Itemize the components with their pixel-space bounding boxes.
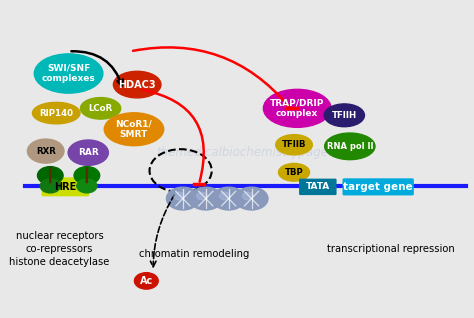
Text: TRAP/DRIP
complex: TRAP/DRIP complex (270, 99, 324, 118)
Circle shape (189, 187, 222, 210)
Circle shape (212, 187, 245, 210)
Ellipse shape (68, 140, 109, 165)
Ellipse shape (32, 102, 80, 124)
Text: transcriptional repression: transcriptional repression (327, 244, 455, 254)
Text: TFIIB: TFIIB (282, 140, 306, 149)
Text: LCoR: LCoR (89, 104, 113, 113)
Text: HDAC3: HDAC3 (118, 80, 156, 90)
Text: NCoR1/
SMRT: NCoR1/ SMRT (116, 120, 152, 139)
Text: SWI/SNF
complexes: SWI/SNF complexes (42, 64, 95, 83)
Circle shape (242, 192, 253, 200)
Circle shape (37, 167, 63, 184)
Circle shape (166, 187, 200, 210)
Ellipse shape (104, 113, 164, 146)
Circle shape (235, 187, 268, 210)
Circle shape (197, 192, 208, 200)
Text: TBP: TBP (285, 168, 303, 177)
Text: TFIIH: TFIIH (332, 111, 357, 120)
FancyBboxPatch shape (343, 178, 414, 195)
Text: chromatin remodeling: chromatin remodeling (139, 249, 249, 259)
Ellipse shape (34, 54, 103, 93)
Text: nuclear receptors
co-repressors
histone deacetylase: nuclear receptors co-repressors histone … (9, 231, 109, 267)
Circle shape (135, 273, 158, 289)
Ellipse shape (81, 98, 121, 119)
Text: RAR: RAR (78, 148, 99, 157)
Ellipse shape (27, 139, 64, 163)
Text: Ac: Ac (140, 276, 153, 286)
Text: RIP140: RIP140 (39, 108, 73, 118)
Circle shape (174, 192, 185, 200)
Ellipse shape (276, 135, 312, 155)
FancyBboxPatch shape (299, 179, 337, 195)
Text: target gene: target gene (343, 182, 413, 192)
Circle shape (219, 192, 230, 200)
FancyBboxPatch shape (42, 177, 89, 196)
Ellipse shape (264, 89, 331, 127)
Circle shape (40, 179, 60, 193)
Text: RXR: RXR (36, 147, 55, 156)
Ellipse shape (113, 71, 161, 98)
Circle shape (74, 167, 100, 184)
Text: HRE: HRE (54, 182, 76, 192)
Ellipse shape (324, 104, 365, 127)
Text: themedicalbiochemistrypage.org: themedicalbiochemistrypage.org (156, 146, 352, 159)
Ellipse shape (325, 133, 375, 160)
Text: TATA: TATA (306, 182, 330, 191)
Ellipse shape (279, 163, 310, 181)
Text: RNA pol II: RNA pol II (327, 142, 373, 151)
Circle shape (77, 179, 97, 193)
